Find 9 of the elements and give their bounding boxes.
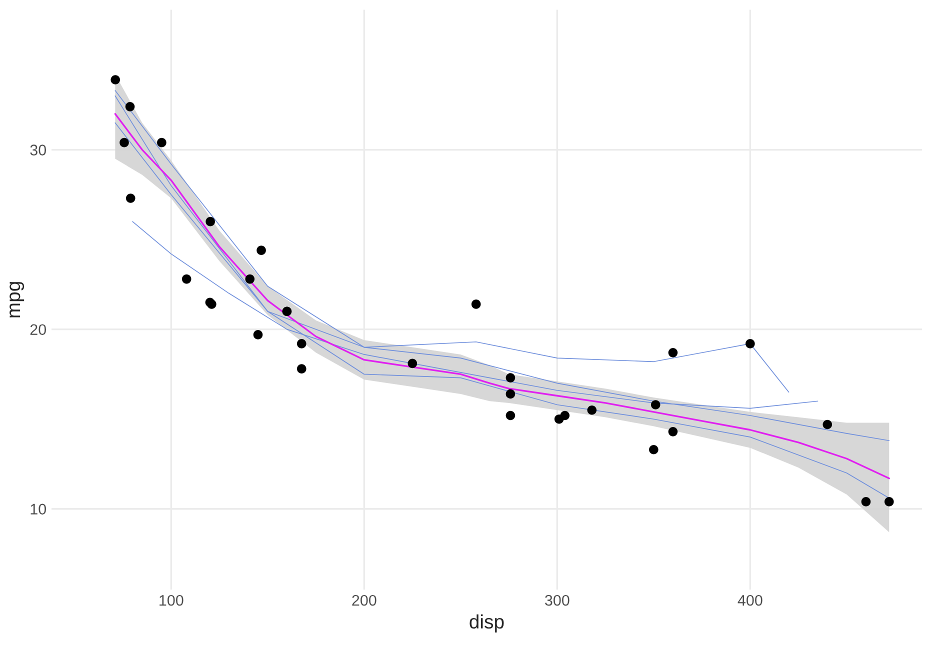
x-tick-label: 200: [352, 594, 376, 606]
y-tick-label: 20: [30, 324, 46, 336]
y-tick-label: 10: [30, 504, 46, 515]
x-tick-label: 100: [160, 594, 184, 606]
y-axis-title: mpg: [10, 282, 24, 318]
x-axis-title: disp: [470, 614, 504, 632]
x-tick-label: 300: [545, 594, 570, 606]
y-tick-label: 30: [30, 144, 46, 156]
x-tick-label: 400: [738, 594, 762, 606]
